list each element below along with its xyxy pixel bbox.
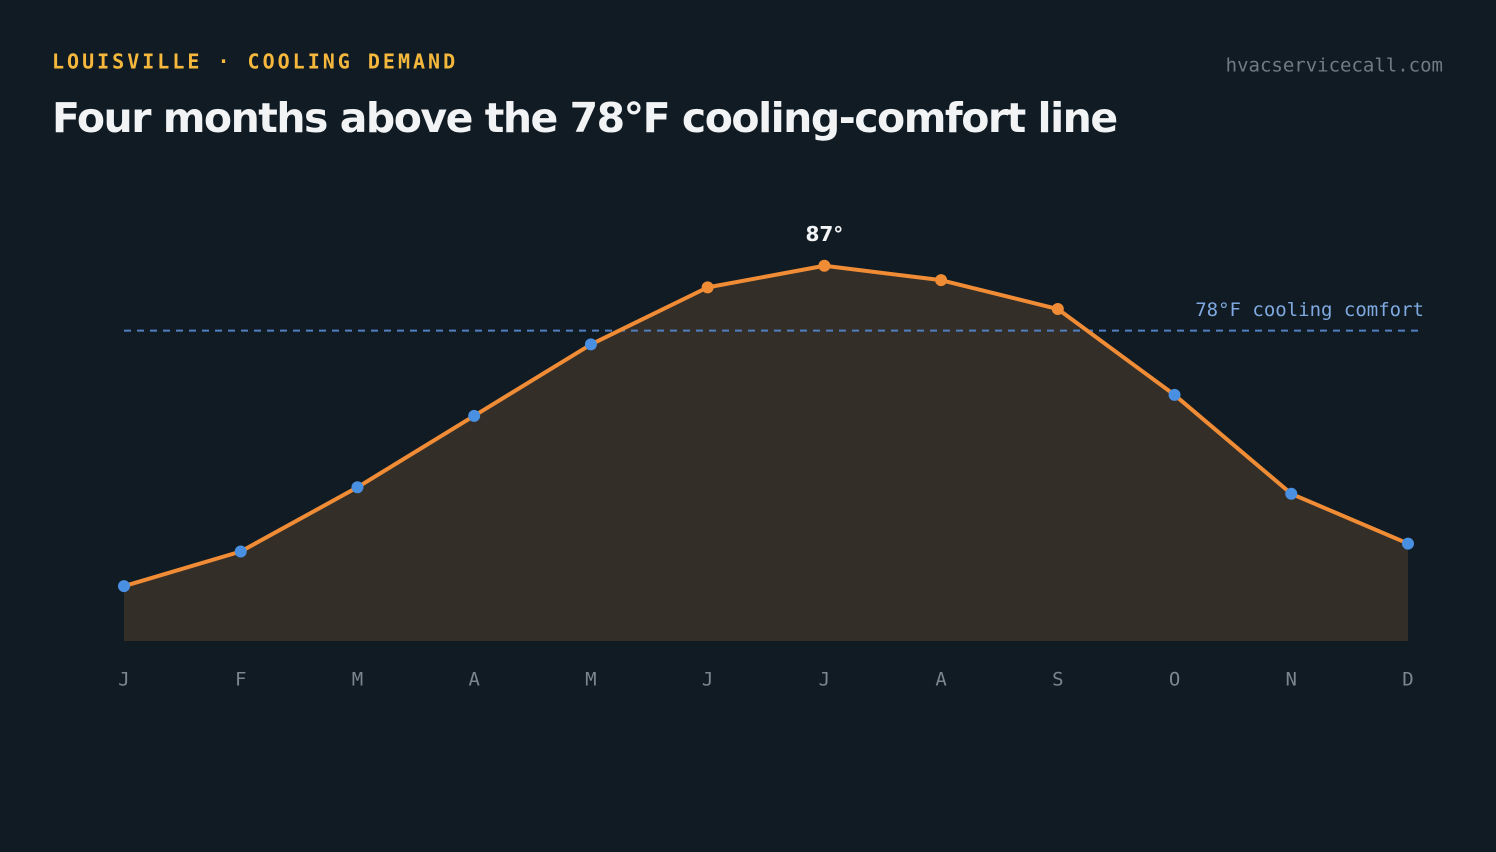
point bbox=[584, 338, 597, 351]
reference-label: 78°F cooling comfort bbox=[1195, 299, 1424, 321]
point bbox=[351, 481, 364, 494]
point bbox=[701, 281, 714, 294]
x-tick-label: S bbox=[1052, 669, 1063, 691]
point bbox=[818, 259, 831, 272]
x-tick-label: D bbox=[1402, 669, 1413, 691]
x-tick-label: F bbox=[235, 669, 246, 691]
x-tick-label: M bbox=[352, 669, 363, 691]
chart-title: Four months above the 78°F cooling-comfo… bbox=[52, 94, 1117, 142]
x-tick-label: A bbox=[935, 669, 947, 691]
x-tick-label: M bbox=[585, 669, 596, 691]
point bbox=[1168, 388, 1181, 401]
line bbox=[123, 263, 1409, 589]
point bbox=[935, 274, 948, 287]
point bbox=[1285, 487, 1298, 500]
kicker: LOUISVILLE · COOLING DEMAND bbox=[52, 50, 458, 74]
point bbox=[234, 545, 247, 558]
x-tick-label: J bbox=[118, 669, 129, 691]
area bbox=[124, 265, 1408, 641]
point bbox=[1402, 537, 1414, 550]
point bbox=[118, 580, 130, 593]
point bbox=[1051, 303, 1064, 316]
x-tick-label: J bbox=[819, 669, 830, 691]
x-tick-label: N bbox=[1286, 669, 1297, 691]
point bbox=[468, 409, 481, 422]
x-tick-label: O bbox=[1169, 669, 1180, 691]
x-tick-label: J bbox=[702, 669, 713, 691]
x-tick-label: A bbox=[468, 669, 480, 691]
value-label: 87° bbox=[805, 222, 843, 246]
source: hvacservicecall.com bbox=[1226, 55, 1443, 77]
